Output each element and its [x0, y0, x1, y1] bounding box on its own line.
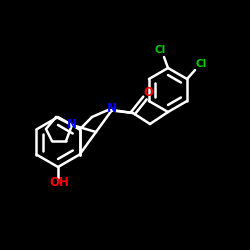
Text: O: O [143, 86, 153, 100]
Text: Cl: Cl [196, 59, 207, 69]
Text: N: N [107, 102, 117, 116]
Text: OH: OH [49, 176, 69, 190]
Text: Cl: Cl [154, 45, 166, 55]
Text: N: N [67, 118, 77, 132]
